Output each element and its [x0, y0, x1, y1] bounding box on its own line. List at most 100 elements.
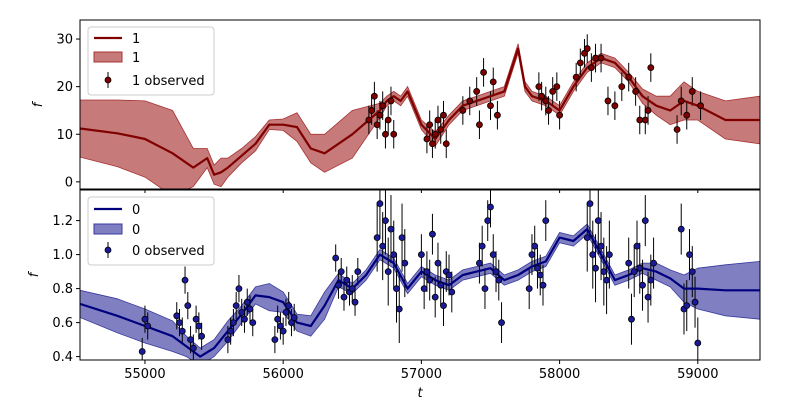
- bottom-observed-point: [542, 217, 550, 225]
- bottom-observed-point: [686, 251, 693, 259]
- bottom-observed-point: [677, 225, 685, 233]
- bottom-y-tick-label: 0.8: [52, 282, 73, 297]
- top-y-tick-label: 0: [65, 175, 73, 190]
- bottom-x-tick-label: 58000: [539, 367, 580, 382]
- top-legend-marker-swatch: [104, 76, 112, 84]
- top-observed-point: [542, 97, 550, 105]
- bottom-observed-point: [489, 251, 497, 259]
- top-observed-point: [384, 116, 392, 124]
- bottom-observed-point: [487, 203, 494, 211]
- bottom-observed-point: [224, 336, 232, 344]
- top-observed-point: [437, 126, 445, 133]
- bottom-observed-point: [227, 327, 235, 335]
- bottom-observed-point: [498, 319, 505, 327]
- bottom-observed-point: [189, 344, 197, 352]
- bottom-observed-point: [279, 327, 287, 335]
- top-observed-point: [618, 83, 626, 91]
- top-observed-point: [549, 88, 557, 95]
- bottom-observed-point: [351, 298, 359, 306]
- bottom-observed-point: [641, 217, 649, 225]
- top-observed-point: [647, 64, 655, 72]
- top-observed-point: [390, 130, 398, 138]
- bottom-observed-point: [478, 242, 486, 250]
- bottom-band-area: [80, 223, 760, 360]
- bottom-legend-marker-label: 0 observed: [132, 244, 205, 259]
- top-observed-point: [535, 83, 543, 91]
- top-observed-point: [459, 107, 467, 114]
- bottom-observed-points: [138, 200, 702, 355]
- bottom-observed-point: [343, 276, 351, 284]
- bottom-observed-point: [628, 315, 635, 323]
- top-observed-point: [473, 88, 481, 95]
- bottom-observed-point: [429, 230, 436, 238]
- top-legend-marker-label: 1 observed: [132, 74, 205, 89]
- bottom-observed-point: [539, 281, 547, 289]
- bottom-observed-point: [192, 315, 200, 323]
- top-observed-point: [487, 102, 494, 110]
- bottom-legend-line-label: 0: [132, 203, 140, 218]
- bottom-legend-band-label: 0: [132, 223, 140, 238]
- bottom-legend: 0 0 0 observed: [87, 196, 215, 266]
- top-observed-point: [611, 102, 619, 110]
- bottom-observed-point: [481, 285, 489, 293]
- bottom-observed-point: [476, 259, 483, 267]
- top-observed-point: [466, 97, 474, 105]
- bottom-observed-point: [691, 298, 699, 306]
- top-observed-point: [553, 83, 561, 91]
- top-observed-point: [604, 97, 612, 105]
- bottom-observed-point: [605, 251, 613, 259]
- top-observed-point: [587, 64, 595, 72]
- bottom-observed-point: [594, 217, 602, 225]
- bottom-observed-point: [445, 271, 453, 279]
- top-observed-point: [632, 88, 640, 95]
- top-observed-point: [431, 130, 439, 138]
- top-observed-point: [572, 73, 580, 81]
- top-observed-point: [373, 121, 381, 129]
- bottom-observed-point: [195, 322, 203, 330]
- bottom-observed-point: [340, 293, 348, 301]
- top-observed-point: [545, 107, 552, 114]
- bottom-observed-point: [597, 242, 605, 250]
- bottom-observed-point: [531, 242, 539, 250]
- bottom-observed-point: [644, 293, 652, 301]
- bottom-observed-point: [492, 268, 500, 276]
- bottom-observed-point: [586, 200, 594, 208]
- top-observed-point: [673, 126, 681, 133]
- bottom-observed-point: [282, 308, 290, 316]
- top-observed-point: [368, 107, 376, 114]
- bottom-observed-point: [600, 268, 608, 276]
- top-y-axis-label: f: [31, 100, 46, 107]
- bottom-observed-point: [603, 276, 610, 284]
- bottom-legend-band-swatch: [93, 223, 123, 235]
- top-observed-point: [382, 130, 389, 138]
- bottom-observed-point: [230, 319, 237, 327]
- bottom-observed-point: [198, 332, 206, 340]
- bottom-y-tick-label: 1.2: [52, 214, 73, 229]
- bottom-y-tick-label: 1.0: [52, 248, 73, 263]
- top-band-area: [80, 43, 760, 189]
- top-legend-line-label: 1: [132, 32, 140, 47]
- top-model-line: [80, 47, 760, 176]
- bottom-observed-point: [393, 285, 400, 293]
- bottom-confidence-band: [80, 223, 760, 360]
- top-observed-point: [697, 102, 704, 110]
- top-observed-point: [480, 68, 487, 76]
- bottom-observed-point: [390, 251, 398, 259]
- bottom-observed-point: [525, 285, 533, 293]
- top-observed-point: [576, 59, 584, 67]
- bottom-axes: 55000 56000 57000 58000 59000 0.4 0.6 0.8 1.0 1.2: [52, 189, 761, 382]
- top-observed-point: [583, 45, 591, 52]
- bottom-observed-point: [176, 319, 183, 327]
- top-observed-point: [644, 107, 652, 114]
- bottom-observed-point: [426, 276, 434, 284]
- bottom-plot-frame: [79, 189, 761, 361]
- bottom-observed-point: [354, 268, 362, 276]
- bottom-observed-point: [379, 242, 387, 250]
- top-model-series: [80, 47, 760, 176]
- bottom-observed-point: [277, 322, 284, 330]
- bottom-observed-point: [384, 268, 392, 276]
- top-observed-point: [556, 111, 563, 119]
- bottom-x-tick-label: 59000: [677, 367, 718, 382]
- bottom-observed-point: [440, 302, 447, 310]
